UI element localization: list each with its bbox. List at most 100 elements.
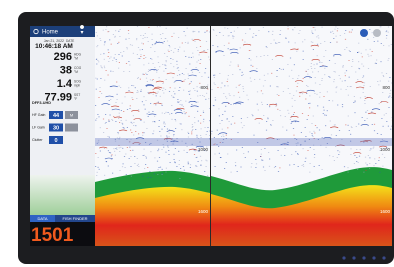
sonar-noise — [226, 98, 227, 99]
sonar-noise — [369, 29, 370, 30]
sonar-noise — [160, 167, 161, 168]
sonar-noise — [150, 103, 151, 104]
sonar-noise — [179, 47, 180, 48]
sonar-noise — [108, 151, 109, 152]
sonar-noise — [315, 30, 316, 31]
sonar-noise — [100, 38, 101, 39]
sonar-noise — [152, 39, 153, 40]
sonar-noise — [319, 62, 320, 63]
sonar-noise — [178, 151, 179, 152]
sonar-noise — [227, 119, 228, 120]
sonar-noise — [217, 130, 218, 131]
sonar-noise — [333, 82, 334, 83]
sonar-noise — [221, 136, 222, 137]
settings-button[interactable] — [360, 29, 368, 37]
sonar-noise — [113, 71, 114, 72]
sonar-noise — [140, 91, 141, 92]
sonar-pane-right — [211, 26, 393, 246]
sonar-noise — [355, 100, 356, 101]
sonar-noise — [176, 166, 177, 167]
sonar-noise — [272, 34, 273, 35]
sonar-noise — [196, 135, 197, 136]
sonar-noise — [174, 94, 175, 95]
sonar-noise — [148, 63, 149, 64]
sonar-noise — [386, 113, 387, 114]
sonar-noise — [336, 42, 337, 43]
sonar-noise — [219, 32, 220, 33]
sonar-noise — [144, 149, 145, 150]
sonar-noise — [378, 85, 379, 86]
sonar-noise — [383, 75, 384, 76]
sonar-noise — [118, 31, 119, 32]
sonar-noise — [367, 118, 368, 119]
sonar-noise — [118, 42, 119, 43]
sonar-noise — [325, 50, 326, 51]
sonar-noise — [249, 29, 250, 30]
sonar-noise — [192, 124, 193, 125]
control-mode-box[interactable] — [65, 124, 78, 132]
sonar-noise — [100, 54, 101, 55]
sonar-noise — [138, 92, 139, 93]
sonar-noise — [254, 79, 255, 80]
sonar-noise — [360, 149, 361, 150]
readout-unit: °F — [74, 97, 77, 101]
sonar-noise — [142, 133, 143, 134]
sonar-noise — [175, 121, 176, 122]
sonar-noise — [125, 167, 126, 168]
sonar-noise — [173, 97, 174, 98]
sonar-noise — [197, 102, 198, 103]
sonar-noise — [213, 30, 214, 31]
sonar-noise — [199, 55, 200, 56]
sonar-noise — [220, 157, 221, 158]
sonar-noise — [222, 114, 223, 115]
sonar-noise — [215, 166, 216, 167]
sonar-noise — [162, 169, 163, 170]
sonar-noise — [224, 86, 225, 87]
sonar-noise — [200, 63, 201, 64]
sonar-noise — [268, 32, 269, 33]
sonar-noise — [243, 91, 244, 92]
sonar-noise — [323, 96, 324, 97]
sonar-noise — [150, 93, 151, 94]
sonar-noise — [204, 73, 205, 74]
sonar-noise — [128, 33, 129, 34]
sonar-noise — [104, 80, 105, 81]
sonar-noise — [169, 129, 170, 130]
sonar-noise — [148, 177, 149, 178]
sonar-noise — [203, 122, 204, 123]
sonar-noise — [218, 134, 219, 135]
sonar-noise — [353, 102, 354, 103]
sonar-noise — [127, 49, 128, 50]
menu-button[interactable] — [373, 29, 381, 37]
sonar-noise — [224, 168, 225, 169]
sonar-noise — [388, 60, 389, 61]
sonar-noise — [165, 68, 166, 69]
sonar-noise — [115, 102, 116, 103]
sonar-noise — [171, 105, 172, 106]
sonar-noise — [229, 94, 230, 95]
sonar-noise — [272, 120, 273, 121]
sonar-noise — [319, 165, 320, 166]
sonar-noise — [138, 110, 139, 111]
sonar-noise — [188, 137, 189, 138]
sonar-noise — [211, 89, 212, 90]
sonar-noise — [374, 124, 375, 125]
sonar-noise — [233, 36, 234, 37]
sonar-noise — [103, 132, 104, 133]
sonar-noise — [142, 49, 143, 50]
sonar-noise — [147, 167, 148, 168]
sonar-noise — [355, 72, 356, 73]
sonar-noise — [121, 123, 122, 124]
sonar-noise — [222, 83, 223, 84]
sonar-noise — [336, 88, 337, 89]
sonar-noise — [349, 130, 350, 131]
tab-label[interactable]: FISH FINDER — [62, 216, 87, 221]
sonar-noise — [383, 76, 384, 77]
sonar-noise — [110, 115, 111, 116]
home-button[interactable]: Home — [42, 29, 59, 35]
sonar-noise — [259, 123, 260, 124]
tab-label[interactable]: DATA — [37, 216, 47, 221]
sonar-noise — [319, 97, 320, 98]
sonar-noise — [321, 80, 322, 81]
sonar-noise — [193, 31, 194, 32]
